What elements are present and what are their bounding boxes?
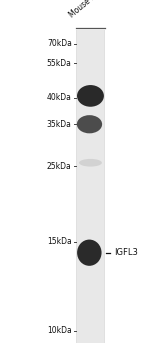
- Text: 40kDa: 40kDa: [47, 93, 72, 103]
- Text: IGFL3: IGFL3: [114, 248, 138, 257]
- Text: 15kDa: 15kDa: [47, 237, 72, 246]
- Text: 10kDa: 10kDa: [47, 326, 72, 335]
- Bar: [76, 30, 105, 343]
- Text: 25kDa: 25kDa: [47, 162, 72, 171]
- Text: Mouse liver: Mouse liver: [68, 0, 107, 19]
- Ellipse shape: [77, 239, 102, 266]
- Bar: [77, 30, 104, 343]
- Ellipse shape: [77, 85, 104, 107]
- Ellipse shape: [79, 159, 102, 167]
- Text: 55kDa: 55kDa: [47, 58, 72, 68]
- Ellipse shape: [77, 115, 102, 133]
- Text: 70kDa: 70kDa: [47, 39, 72, 48]
- Text: 35kDa: 35kDa: [47, 120, 72, 129]
